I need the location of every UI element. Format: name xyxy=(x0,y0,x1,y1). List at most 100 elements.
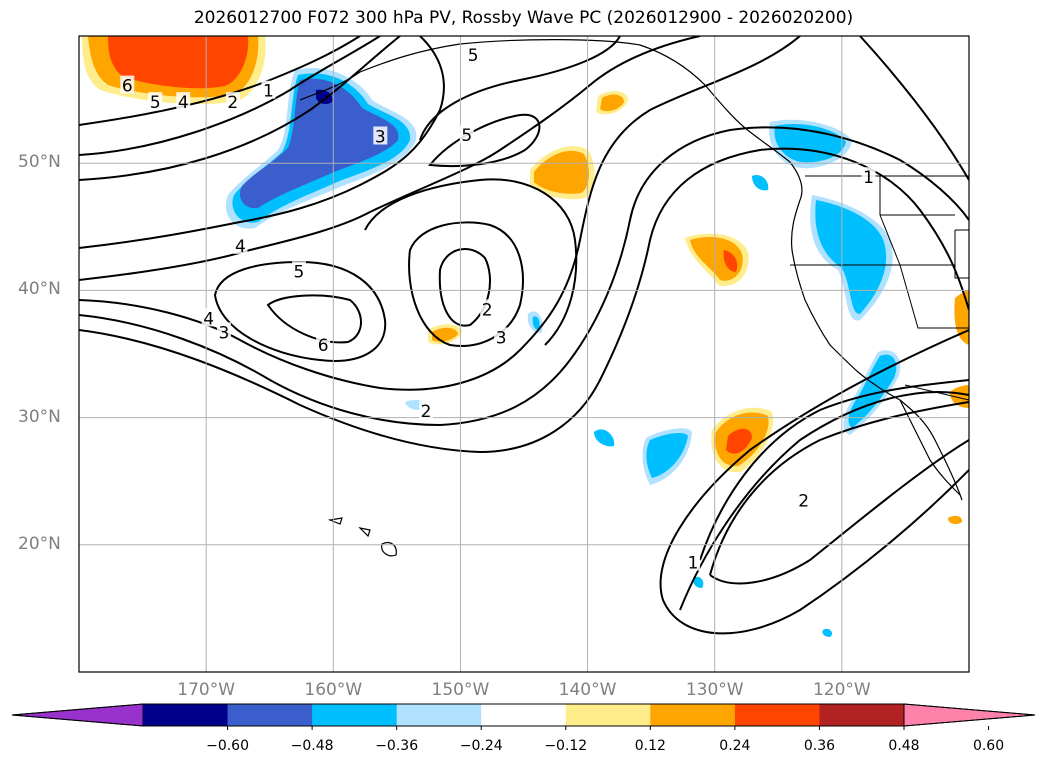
contour-line xyxy=(659,329,969,635)
contour-label-6: 6 xyxy=(122,77,133,97)
colorbar-label-1: −0.48 xyxy=(290,738,334,754)
pv-contours xyxy=(79,36,969,635)
contour-label-bg xyxy=(686,552,701,571)
colorbar-segment-4 xyxy=(481,704,567,726)
contour-label-bg xyxy=(120,75,135,94)
contour-label-bg xyxy=(419,401,434,420)
hawaii-islands xyxy=(327,517,397,557)
colorbar-label-0: −0.60 xyxy=(206,738,249,754)
borders xyxy=(790,175,969,401)
contour-label-bg xyxy=(233,235,248,254)
contour-line xyxy=(213,260,387,362)
contour-label-7: 3 xyxy=(375,127,386,147)
contour-label-bg xyxy=(201,308,216,327)
contour-line xyxy=(79,36,361,126)
contour-line xyxy=(266,294,362,344)
colorbar-segment-2 xyxy=(312,704,398,726)
contour-line xyxy=(79,147,969,454)
coast-baja xyxy=(899,399,961,496)
contour-label-9: 5 xyxy=(294,262,305,282)
contour-line xyxy=(79,36,801,391)
contour-label-bg xyxy=(225,92,240,111)
colorbar-label-3: −0.24 xyxy=(459,738,503,754)
contour-label-10: 6 xyxy=(318,336,329,356)
contour-line xyxy=(679,391,969,611)
lon-label-5: 120°W xyxy=(812,680,871,700)
contour-label-bg xyxy=(796,490,811,509)
contour-line xyxy=(699,379,969,561)
contour-label-1: 5 xyxy=(461,126,472,146)
contour-line xyxy=(79,36,445,249)
contour-label-3: 2 xyxy=(227,93,238,113)
colorbar-segment-5 xyxy=(565,704,651,726)
lon-label-1: 160°W xyxy=(304,680,363,700)
colorbar-label-8: 0.48 xyxy=(888,738,920,754)
colorbar-frame xyxy=(11,703,1036,727)
contour-label-bg xyxy=(459,125,474,144)
contour-label-bg xyxy=(480,299,495,318)
lon-label-2: 150°W xyxy=(431,680,490,700)
lat-label-3: 20°N xyxy=(18,533,61,554)
contour-label-bg xyxy=(861,167,876,186)
contour-label-bg xyxy=(261,80,276,99)
contour-label-0: 5 xyxy=(468,46,479,66)
contour-label-bg xyxy=(216,322,231,341)
contour-label-15: 3 xyxy=(496,328,507,348)
lon-label-4: 130°W xyxy=(685,680,744,700)
coastlines xyxy=(299,39,963,557)
colorbar-label-9: 0.60 xyxy=(972,738,1005,754)
contour-label-16: 1 xyxy=(863,168,874,188)
lat-label-0: 50°N xyxy=(18,152,61,173)
contour-label-2: 1 xyxy=(263,82,274,102)
contour-label-18: 2 xyxy=(798,491,809,511)
contour-label-bg xyxy=(176,92,191,111)
colorbar-segment-0 xyxy=(143,704,229,726)
colorbar xyxy=(11,703,1036,730)
lat-label-1: 40°N xyxy=(18,279,61,300)
colorbar-label-4: −0.12 xyxy=(544,738,588,754)
colorbar-segment-6 xyxy=(650,704,736,726)
coast-us-west xyxy=(790,199,963,501)
colorbar-label-7: 0.36 xyxy=(803,738,836,754)
contour-line xyxy=(79,126,969,427)
colorbar-extend-high xyxy=(903,703,1036,727)
colorbar-segment-3 xyxy=(396,704,482,726)
colorbar-segment-8 xyxy=(819,704,905,726)
pv-anomaly-shading xyxy=(82,36,969,637)
contour-label-13: 2 xyxy=(421,402,432,422)
gridlines xyxy=(79,36,969,672)
contour-line xyxy=(79,36,401,181)
contour-line xyxy=(438,248,491,327)
contour-label-4: 5 xyxy=(150,93,161,113)
lon-label-0: 170°W xyxy=(177,680,236,700)
colorbar-label-6: 0.24 xyxy=(719,738,751,754)
contour-label-5: 4 xyxy=(178,93,189,113)
lat-label-2: 30°N xyxy=(18,406,61,427)
contour-label-bg xyxy=(466,45,481,64)
contour-line xyxy=(79,36,381,156)
colorbar-segment-1 xyxy=(227,704,313,726)
border-states xyxy=(790,176,969,401)
contour-label-14: 2 xyxy=(482,300,493,320)
contour-line xyxy=(419,36,621,141)
contour-label-17: 1 xyxy=(688,554,699,574)
contour-label-bg xyxy=(291,261,306,280)
colorbar-segment-7 xyxy=(734,704,820,726)
colorbar-label-5: 0.12 xyxy=(634,738,666,754)
contour-line xyxy=(408,221,524,347)
contour-line xyxy=(709,401,969,585)
contour-label-bg xyxy=(494,327,509,346)
contour-label-11: 4 xyxy=(203,309,214,329)
colorbar-label-2: −0.36 xyxy=(375,738,419,754)
contour-label-bg xyxy=(373,126,388,145)
lon-label-3: 140°W xyxy=(558,680,617,700)
contour-label-bg xyxy=(148,92,163,111)
map-title: 2026012700 F072 300 hPa PV, Rossby Wave … xyxy=(193,8,854,28)
contour-label-bg xyxy=(316,335,331,354)
contour-label-12: 3 xyxy=(219,323,230,343)
contour-line xyxy=(859,36,969,181)
contour-line xyxy=(79,36,701,281)
map-frame xyxy=(78,35,970,673)
coast-alaska xyxy=(299,39,803,201)
